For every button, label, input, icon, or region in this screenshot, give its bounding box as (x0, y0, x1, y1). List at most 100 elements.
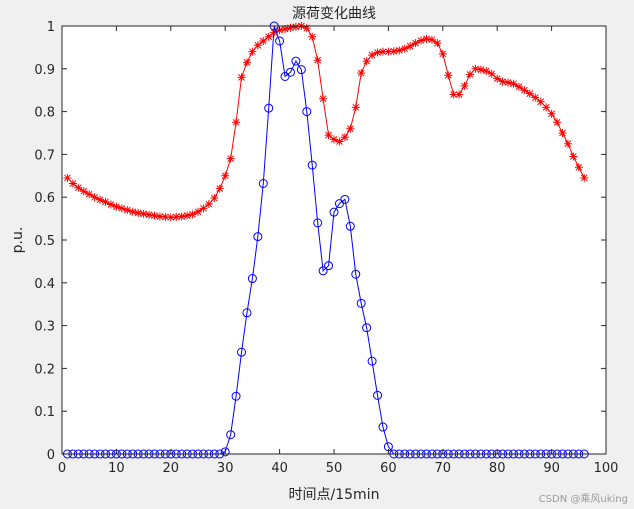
data-point (264, 32, 273, 41)
data-point (509, 79, 518, 88)
data-point (242, 308, 252, 318)
y-axis: 0 0.1 0.2 0.3 0.4 0.5 0.6 0.7 0.8 0.9 1 (34, 20, 606, 463)
data-point (199, 204, 208, 213)
data-point (324, 131, 333, 140)
y-tick-label: 0.1 (34, 405, 55, 420)
y-tick-label: 0.8 (34, 106, 55, 121)
data-point (395, 46, 404, 55)
data-point (150, 211, 159, 220)
plot-area (62, 26, 606, 454)
x-tick-label: 0 (58, 461, 66, 476)
data-point (221, 171, 230, 180)
data-point (449, 90, 458, 99)
data-point (161, 212, 170, 221)
data-point (460, 81, 469, 90)
data-point (340, 194, 350, 204)
data-point (285, 67, 295, 77)
data-point (357, 69, 366, 78)
data-point (378, 422, 388, 432)
data-point (553, 118, 562, 127)
data-point (68, 179, 77, 188)
data-point (411, 39, 420, 48)
data-point (307, 160, 317, 170)
data-point (259, 36, 268, 45)
data-point (183, 211, 192, 220)
data-point (112, 202, 121, 211)
data-point (547, 109, 556, 118)
data-point (329, 207, 339, 217)
x-tick-label: 80 (489, 461, 506, 476)
data-point (498, 77, 507, 86)
data-point (482, 66, 491, 75)
data-point (351, 103, 360, 112)
data-point (155, 212, 164, 221)
data-point (319, 94, 328, 103)
data-point (253, 232, 263, 242)
y-tick-label: 0.7 (34, 148, 55, 163)
data-point (231, 391, 241, 401)
x-tick-label: 30 (217, 461, 234, 476)
data-point (362, 323, 372, 333)
data-point (194, 207, 202, 216)
data-point (296, 65, 306, 75)
data-point (330, 135, 338, 144)
data-point (536, 97, 545, 106)
data-point (351, 269, 361, 279)
x-tick-label: 50 (326, 461, 343, 476)
data-point (232, 118, 241, 127)
data-point (487, 69, 496, 78)
data-point (302, 107, 312, 117)
data-point (417, 36, 426, 45)
data-point (177, 212, 186, 221)
data-point (128, 207, 137, 216)
x-tick-label: 40 (271, 461, 288, 476)
data-point (90, 193, 99, 202)
data-point (400, 44, 409, 53)
data-point (242, 58, 251, 67)
data-point (117, 204, 126, 213)
data-point (514, 82, 523, 91)
data-point (569, 152, 578, 161)
y-tick-label: 0.6 (34, 191, 55, 206)
data-point (471, 64, 480, 73)
data-point (378, 47, 387, 56)
data-point (145, 210, 154, 219)
data-point (340, 133, 349, 142)
data-point (504, 78, 513, 87)
y-tick-label: 0.9 (34, 63, 55, 78)
x-axis: 0 10 20 30 40 50 60 70 80 90 100 (58, 26, 619, 476)
x-tick-label: 100 (594, 461, 619, 476)
data-point (525, 89, 534, 98)
data-point (406, 42, 415, 51)
data-point (220, 447, 230, 457)
data-point (204, 200, 213, 209)
data-point (455, 90, 464, 99)
data-point (384, 47, 393, 56)
data-point (313, 218, 323, 228)
data-point (247, 274, 257, 284)
data-point (367, 356, 377, 366)
data-point (258, 179, 268, 189)
data-point (438, 49, 447, 58)
data-point (166, 213, 175, 222)
data-point (248, 47, 257, 56)
series-1 (63, 22, 589, 222)
data-point (558, 129, 567, 137)
data-point (101, 197, 110, 206)
chart-title: 源荷变化曲线 (292, 6, 376, 22)
data-point (275, 36, 285, 46)
data-point (373, 390, 383, 400)
data-point (281, 24, 290, 33)
data-point (226, 154, 235, 163)
data-point (520, 86, 529, 95)
data-point (264, 103, 274, 113)
data-point (237, 347, 247, 357)
y-tick-label: 0.2 (34, 362, 55, 377)
data-point (444, 71, 453, 80)
y-axis-label: p.u. (10, 227, 26, 254)
data-point (466, 70, 474, 79)
data-point (96, 195, 105, 204)
data-point (237, 73, 246, 82)
data-point (334, 199, 344, 209)
